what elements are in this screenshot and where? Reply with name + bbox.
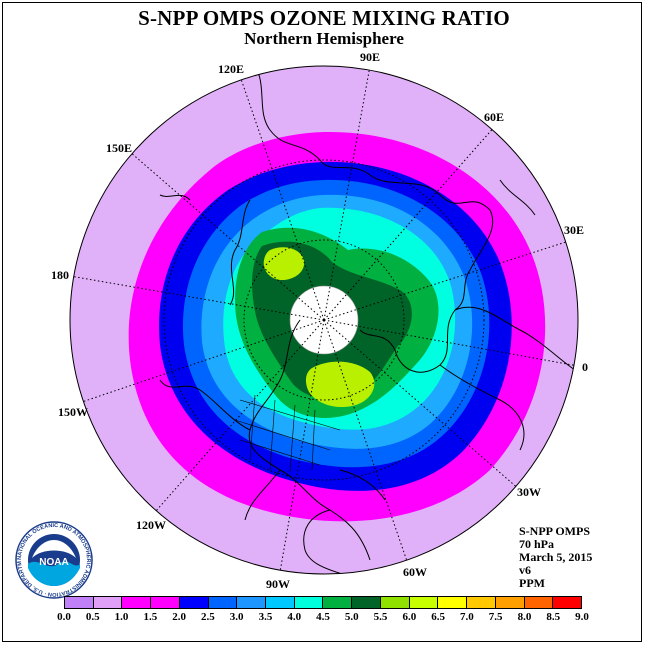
colorbar-tick-label: 6.5 [431,611,445,623]
colorbar-cell [179,597,209,608]
colorbar-tick-label: 0.0 [57,611,71,623]
info-version: v6 [519,563,531,577]
colorbar-tick-label: 2.5 [201,611,215,623]
lon-label-0: 0 [582,360,588,374]
state-boundaries [234,394,341,473]
map-frame [2,2,642,642]
colorbar-tick-label: 8.0 [517,611,532,623]
colorbar-cell [467,597,496,608]
lon-label-180: 180 [51,268,69,282]
colorbar-tick-label: 7.5 [488,611,503,623]
colorbar-tick-label: 4.0 [287,611,302,623]
info-instrument: S-NPP OMPS [519,524,590,538]
map-border [69,65,579,575]
lon-label-120e: 120E [218,62,245,76]
colorbar-tick-label: 3.0 [229,611,244,623]
colorbar-tick-label: 5.0 [344,611,359,623]
colorbar-tick-label: 3.5 [258,611,273,623]
colorbar-cell [208,597,238,608]
lon-label-90e: 90E [360,50,381,64]
colorbar-tick-label: 7.0 [460,611,474,623]
colorbar [64,596,582,609]
colorbar-cell [151,597,180,608]
colorbar-cell [266,597,295,608]
lon-label-90w: 90W [266,577,290,591]
info-block: S-NPP OMPS 70 hPa March 5, 2015 v6 PPM [519,525,592,590]
colorbar-tick-label: 1.5 [143,611,158,623]
colorbar-tick-label: 8.5 [546,611,561,623]
colorbar-cell [409,597,439,608]
lon-label-120w: 120W [136,518,166,532]
ozone-max-pacific [263,247,305,280]
noaa-logo: NATIONAL OCEANIC AND ATMOSPHERIC ADMINIS… [14,520,93,599]
colorbar-tick-label: 9.0 [575,611,589,623]
lon-label-150e: 150E [106,141,133,155]
colorbar-tick-label: 1.0 [114,611,129,623]
info-pressure: 70 hPa [519,537,555,551]
colorbar-tick-label: 6.0 [402,611,417,623]
lon-label-60e: 60E [484,110,505,124]
colorbar-cell [524,597,554,608]
colorbar-cell [323,597,353,608]
lon-label-60w: 60W [403,565,427,579]
ozone-max-canada [305,361,375,408]
logo-text: NOAA [39,557,68,568]
lon-label-30e: 30E [564,223,585,237]
map-subtitle: Northern Hemisphere [244,29,404,48]
colorbar-tick-label: 0.5 [85,611,100,623]
lon-label-150w: 150W [58,405,88,419]
colorbar-cell [65,597,94,608]
info-date: March 5, 2015 [519,550,593,564]
map-title: S-NPP OMPS OZONE MIXING RATIO [138,6,510,30]
colorbar-cell [495,597,525,608]
graticule [70,66,578,573]
colorbar-cell [352,597,381,608]
colorbar-cell [553,597,581,608]
colorbar-cell [380,597,410,608]
info-units: PPM [519,576,545,590]
lon-label-30w: 30W [517,485,541,499]
colorbar-cell [237,597,267,608]
colorbar-tick-label: 5.5 [373,611,388,623]
coastlines [159,66,576,574]
colorbar-cell [438,597,468,608]
colorbar-cell [93,597,123,608]
colorbar-cell [294,597,324,608]
colorbar-tick-label: 2.0 [172,611,186,623]
colorbar-tick-label: 4.5 [316,611,330,623]
colorbar-cell [122,597,152,608]
